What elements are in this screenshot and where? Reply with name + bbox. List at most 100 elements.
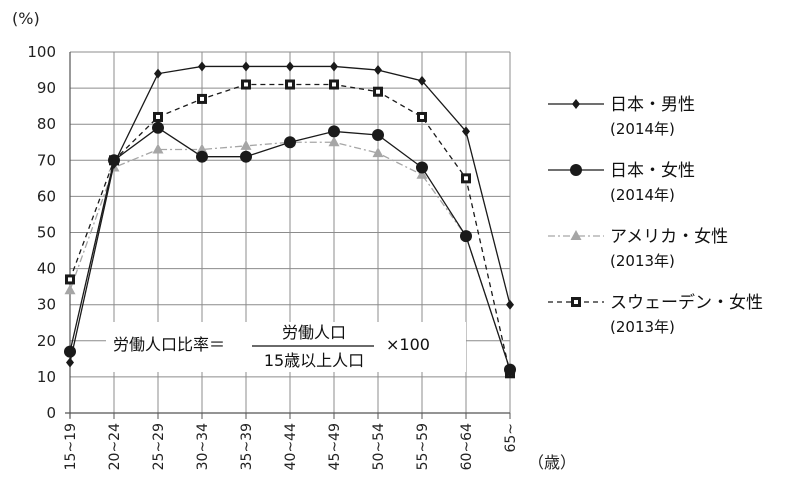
x-tick-label: 25~29 — [151, 423, 167, 470]
data-point — [240, 150, 252, 163]
data-point — [241, 79, 251, 90]
series-circle — [64, 121, 516, 376]
data-point — [460, 230, 472, 243]
data-point-center — [244, 82, 248, 87]
data-point — [154, 68, 162, 79]
legend-item: 日本・女性 (2014年) — [548, 161, 695, 204]
formula-denominator: 15歳以上人口 — [264, 351, 364, 370]
data-point — [417, 111, 427, 122]
x-tick-label: 60~64 — [459, 423, 475, 470]
data-point — [152, 143, 164, 154]
x-axis-ticks: 15~19 20~24 25~29 30~34 35~39 40~44 45~49 50~54… — [63, 423, 519, 470]
data-point — [416, 168, 428, 179]
formula-annotation: 労働人口比率＝ 労働人口 15歳以上人口 ×100 — [106, 322, 466, 372]
data-point — [373, 86, 383, 97]
legend-year: (2014年) — [610, 186, 675, 204]
y-tick-label: 80 — [37, 115, 56, 133]
data-point — [286, 61, 294, 72]
data-point-center — [68, 277, 72, 282]
legend-year: (2013年) — [610, 318, 675, 336]
formula-numerator: 労働人口 — [282, 323, 346, 342]
data-point — [66, 357, 74, 368]
legend-label: アメリカ・女性 — [610, 227, 728, 247]
data-point-center — [420, 114, 424, 119]
data-point — [374, 65, 382, 76]
data-point — [506, 299, 514, 310]
data-point — [64, 345, 76, 358]
data-point — [152, 121, 164, 134]
legend-marker — [571, 297, 581, 307]
data-point — [197, 93, 207, 104]
y-tick-label: 30 — [37, 296, 56, 314]
data-point — [418, 75, 426, 86]
data-point — [242, 61, 250, 72]
data-point — [372, 147, 384, 158]
legend-year: (2013年) — [610, 252, 675, 270]
data-point-center — [376, 89, 380, 94]
legend-marker-center — [574, 300, 578, 304]
data-point — [196, 143, 208, 154]
y-tick-label: 40 — [37, 260, 56, 278]
legend-marker — [570, 164, 582, 176]
legend-item: アメリカ・女性 (2013年) — [548, 227, 728, 270]
legend-label: 日本・男性 — [610, 95, 695, 115]
data-point — [330, 61, 338, 72]
data-point — [504, 363, 516, 376]
legend-marker — [572, 99, 580, 109]
y-tick-label: 0 — [46, 404, 56, 422]
formula-background — [106, 322, 466, 372]
legend-item: 日本・男性 (2014年) — [548, 95, 695, 138]
data-point-center — [156, 114, 160, 119]
legend-marker — [570, 230, 582, 240]
x-tick-label: 55~59 — [415, 423, 431, 470]
y-tick-label: 70 — [37, 151, 56, 169]
x-tick-label: 35~39 — [239, 423, 255, 470]
y-tick-label: 10 — [37, 368, 56, 386]
y-tick-label: 90 — [37, 79, 56, 97]
x-tick-label: 40~44 — [283, 423, 299, 470]
data-point — [329, 79, 339, 90]
data-point — [328, 125, 340, 138]
data-point — [110, 158, 118, 169]
data-point-center — [464, 176, 468, 181]
x-tick-label: 20~24 — [107, 423, 123, 470]
x-tick-label: 45~49 — [327, 423, 343, 470]
data-point-center — [332, 82, 336, 87]
data-point — [64, 284, 76, 295]
y-tick-label: 100 — [27, 43, 56, 61]
y-tick-label: 60 — [37, 187, 56, 205]
x-tick-label: 15~19 — [63, 423, 79, 470]
formula-multiplier: ×100 — [386, 335, 430, 354]
x-tick-label: 65~ — [503, 423, 519, 453]
legend-label: 日本・女性 — [610, 161, 695, 181]
series-diamond — [66, 61, 514, 368]
data-point — [328, 136, 340, 147]
data-point — [196, 150, 208, 163]
legend-item: スウェーデン・女性 (2013年) — [548, 292, 763, 336]
data-point — [284, 136, 296, 149]
x-axis-unit: （歳） — [528, 453, 576, 472]
data-point — [462, 126, 470, 137]
chart-series — [64, 61, 516, 379]
y-tick-label: 50 — [37, 224, 56, 242]
data-point — [65, 274, 75, 285]
x-tick-label: 30~34 — [195, 423, 211, 470]
chart-legend: 日本・男性(2014年)日本・女性(2014年)アメリカ・女性(2013年)スウ… — [548, 95, 763, 336]
y-axis-ticks: 0 10 20 30 40 50 60 70 80 90 100 — [27, 43, 56, 422]
data-point — [416, 161, 428, 174]
data-point — [372, 129, 384, 142]
y-axis-unit: (%) — [12, 9, 40, 28]
formula-label: 労働人口比率＝ — [113, 335, 225, 354]
y-tick-label: 20 — [37, 332, 56, 350]
legend-year: (2014年) — [610, 120, 675, 138]
legend-label: スウェーデン・女性 — [610, 292, 763, 313]
data-point — [153, 111, 163, 122]
data-point — [285, 79, 295, 90]
data-point — [240, 139, 252, 150]
data-point-center — [200, 96, 204, 101]
x-tick-label: 50~54 — [371, 423, 387, 470]
data-point — [461, 173, 471, 184]
data-point-center — [288, 82, 292, 87]
data-point — [198, 61, 206, 72]
